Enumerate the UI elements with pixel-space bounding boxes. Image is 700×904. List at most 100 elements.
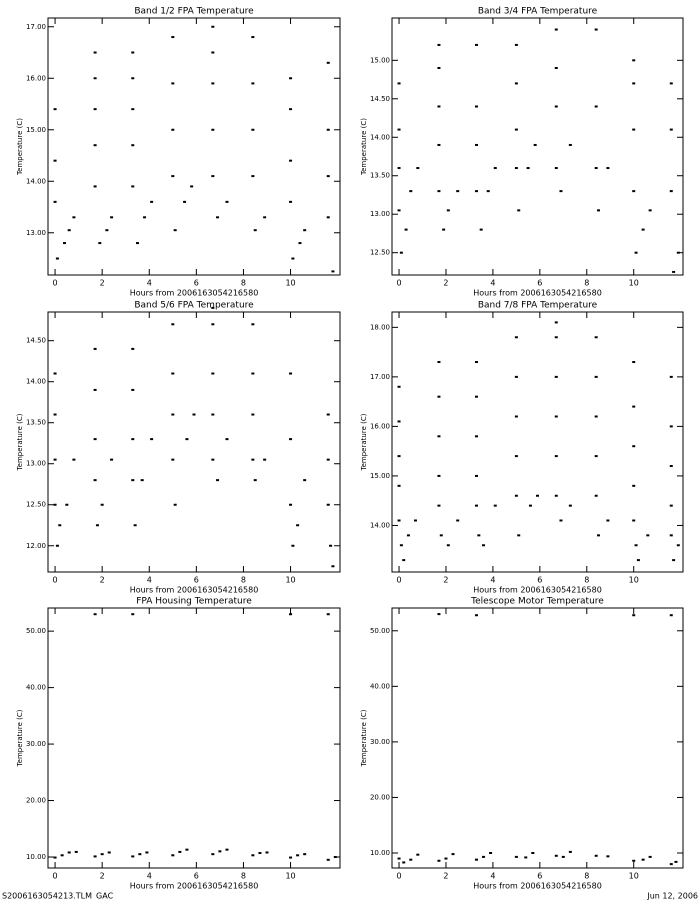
- data-point: [406, 534, 410, 537]
- data-point: [67, 851, 71, 854]
- data-point: [225, 848, 229, 851]
- data-point: [594, 494, 598, 497]
- data-point: [263, 216, 267, 219]
- data-point: [397, 167, 401, 170]
- data-point: [594, 105, 598, 108]
- data-point: [173, 503, 177, 506]
- data-point: [536, 494, 539, 497]
- data-point: [409, 858, 413, 861]
- data-point: [171, 372, 175, 375]
- y-axis-label: Temperature (C): [16, 118, 24, 176]
- data-point: [289, 159, 293, 162]
- data-point: [289, 438, 293, 441]
- chart-title: FPA Housing Temperature: [136, 597, 252, 607]
- data-point: [93, 438, 97, 441]
- data-point: [289, 200, 293, 203]
- data-point: [62, 242, 66, 245]
- data-point: [131, 185, 135, 188]
- chart-title: Band 3/4 FPA Temperature: [478, 7, 598, 17]
- data-point: [326, 128, 330, 131]
- data-point: [632, 59, 636, 62]
- data-point: [291, 544, 295, 547]
- data-point: [606, 167, 610, 170]
- data-point: [669, 375, 673, 378]
- data-point: [326, 858, 330, 861]
- x-tick-label: 6: [537, 872, 542, 881]
- data-point: [150, 438, 154, 441]
- data-point: [303, 479, 307, 482]
- data-point: [554, 167, 558, 170]
- plot-frame: [391, 311, 684, 573]
- data-point: [554, 375, 558, 378]
- data-point: [634, 251, 638, 254]
- data-point: [648, 209, 652, 212]
- data-point: [669, 534, 673, 537]
- data-point: [143, 216, 147, 219]
- data-point: [632, 614, 636, 617]
- data-point: [554, 28, 558, 31]
- x-tick-label: 8: [584, 872, 589, 881]
- data-point: [669, 504, 673, 507]
- data-point: [648, 855, 652, 858]
- data-point: [251, 36, 255, 39]
- chart-title: Band 1/2 FPA Temperature: [134, 7, 254, 17]
- x-tick-label: 4: [490, 279, 495, 288]
- data-point: [211, 413, 215, 416]
- data-point: [133, 524, 137, 527]
- data-point: [514, 336, 518, 339]
- y-axis-label: Temperature (C): [16, 413, 24, 471]
- y-tick-label: 50.00: [26, 627, 46, 635]
- data-point: [456, 190, 460, 193]
- data-point: [251, 372, 255, 375]
- data-point: [185, 848, 189, 851]
- x-tick-label: 10: [629, 576, 639, 585]
- data-point: [218, 850, 222, 853]
- data-point: [178, 850, 182, 853]
- data-point: [554, 854, 558, 857]
- data-point: [641, 858, 645, 861]
- data-point: [514, 167, 518, 170]
- data-point: [171, 854, 175, 857]
- y-axis-label: Temperature (C): [16, 709, 24, 767]
- data-point: [251, 854, 255, 857]
- data-point: [474, 105, 478, 108]
- data-point: [131, 438, 135, 441]
- y-tick-label: 12.00: [26, 542, 46, 550]
- data-point: [439, 534, 443, 537]
- data-point: [524, 856, 528, 859]
- data-point: [451, 853, 455, 856]
- data-point: [135, 242, 139, 245]
- data-point: [676, 251, 680, 254]
- y-axis-label: Temperature (C): [360, 118, 368, 176]
- x-tick-label: 10: [285, 279, 295, 288]
- chart-title: Band 5/6 FPA Temperature: [134, 301, 254, 311]
- data-point: [437, 190, 441, 193]
- x-axis-label: Hours from 2006163054216580: [130, 586, 259, 595]
- data-point: [211, 128, 215, 131]
- data-point: [53, 372, 57, 375]
- x-tick-label: 6: [194, 872, 199, 881]
- footer-file: S2006163054213.TLM_GAC: [2, 892, 114, 901]
- data-point: [98, 242, 102, 245]
- data-point: [100, 503, 104, 506]
- data-point: [514, 375, 518, 378]
- data-point: [554, 455, 558, 458]
- data-point: [53, 200, 57, 203]
- data-point: [67, 229, 71, 232]
- data-point: [53, 856, 57, 859]
- data-point: [183, 200, 187, 203]
- x-tick-label: 6: [537, 279, 542, 288]
- y-tick-label: 10.00: [370, 849, 390, 857]
- x-tick-label: 2: [100, 576, 105, 585]
- data-point: [171, 36, 175, 39]
- data-point: [60, 854, 64, 857]
- data-point: [528, 504, 532, 507]
- data-point: [397, 857, 401, 860]
- y-tick-label: 30.00: [370, 738, 390, 746]
- x-axis-label: Hours from 2006163054216580: [473, 289, 602, 298]
- data-point: [568, 143, 572, 146]
- data-point: [397, 82, 401, 85]
- data-point: [634, 544, 638, 547]
- data-point: [676, 544, 680, 547]
- data-point: [93, 347, 97, 350]
